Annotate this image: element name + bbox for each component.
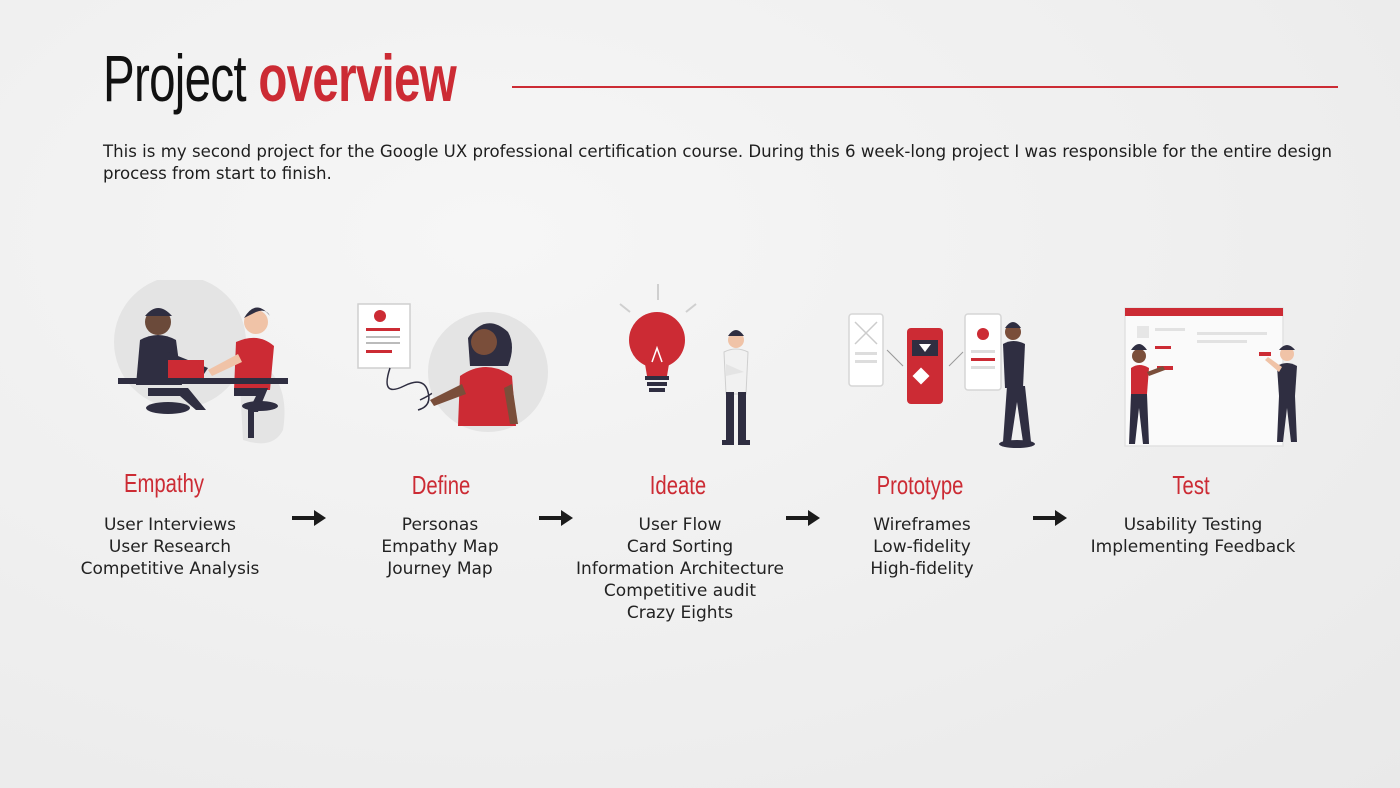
intro-paragraph: This is my second project for the Google… bbox=[103, 142, 1333, 183]
stage-title-empathy: Empathy bbox=[123, 468, 205, 498]
list-item: Information Architecture bbox=[576, 559, 784, 579]
list-item: Card Sorting bbox=[626, 537, 734, 557]
stage-title-define: Define bbox=[411, 470, 471, 500]
wireframes-illustration bbox=[848, 313, 1035, 448]
list-item: Personas bbox=[401, 515, 479, 535]
stage-list-define: Personas Empathy Map Journey Map bbox=[300, 514, 580, 580]
list-item: Low-fidelity bbox=[873, 537, 971, 557]
stage-title-ideate: Ideate bbox=[649, 470, 707, 500]
arrow-right-icon bbox=[786, 510, 820, 526]
arrow-right-icon bbox=[1033, 510, 1067, 526]
lightbulb-illustration bbox=[619, 284, 750, 445]
list-item: User Interviews bbox=[103, 515, 237, 535]
stage-list-empathy: User Interviews User Research Competitiv… bbox=[30, 514, 310, 580]
title-word-project: Project bbox=[103, 41, 247, 115]
arrow-right-icon bbox=[292, 510, 326, 526]
title-divider-line bbox=[512, 86, 1338, 88]
list-item: User Research bbox=[108, 537, 232, 557]
list-item: User Flow bbox=[638, 515, 722, 535]
whiteboard-illustration bbox=[1124, 307, 1297, 447]
list-item: Competitive audit bbox=[603, 581, 757, 601]
list-item: Implementing Feedback bbox=[1090, 537, 1296, 557]
title-word-overview: overview bbox=[258, 41, 456, 115]
stage-title-prototype: Prototype bbox=[876, 470, 964, 500]
stage-list-prototype: Wireframes Low-fidelity High-fidelity bbox=[782, 514, 1062, 580]
stage-list-ideate: User Flow Card Sorting Information Archi… bbox=[540, 514, 820, 624]
page-title: Project overview bbox=[103, 40, 457, 116]
list-item: Crazy Eights bbox=[626, 603, 734, 623]
arrow-right-icon bbox=[539, 510, 573, 526]
stage-list-test: Usability Testing Implementing Feedback bbox=[1053, 514, 1333, 558]
list-item: Competitive Analysis bbox=[80, 559, 260, 579]
list-item: Journey Map bbox=[387, 559, 493, 579]
handshake-illustration bbox=[114, 280, 288, 444]
list-item: Empathy Map bbox=[381, 537, 499, 557]
persona-illustration bbox=[357, 303, 548, 432]
list-item: Usability Testing bbox=[1123, 515, 1263, 535]
stage-title-test: Test bbox=[1172, 470, 1210, 500]
list-item: Wireframes bbox=[873, 515, 971, 535]
list-item: High-fidelity bbox=[870, 559, 974, 579]
